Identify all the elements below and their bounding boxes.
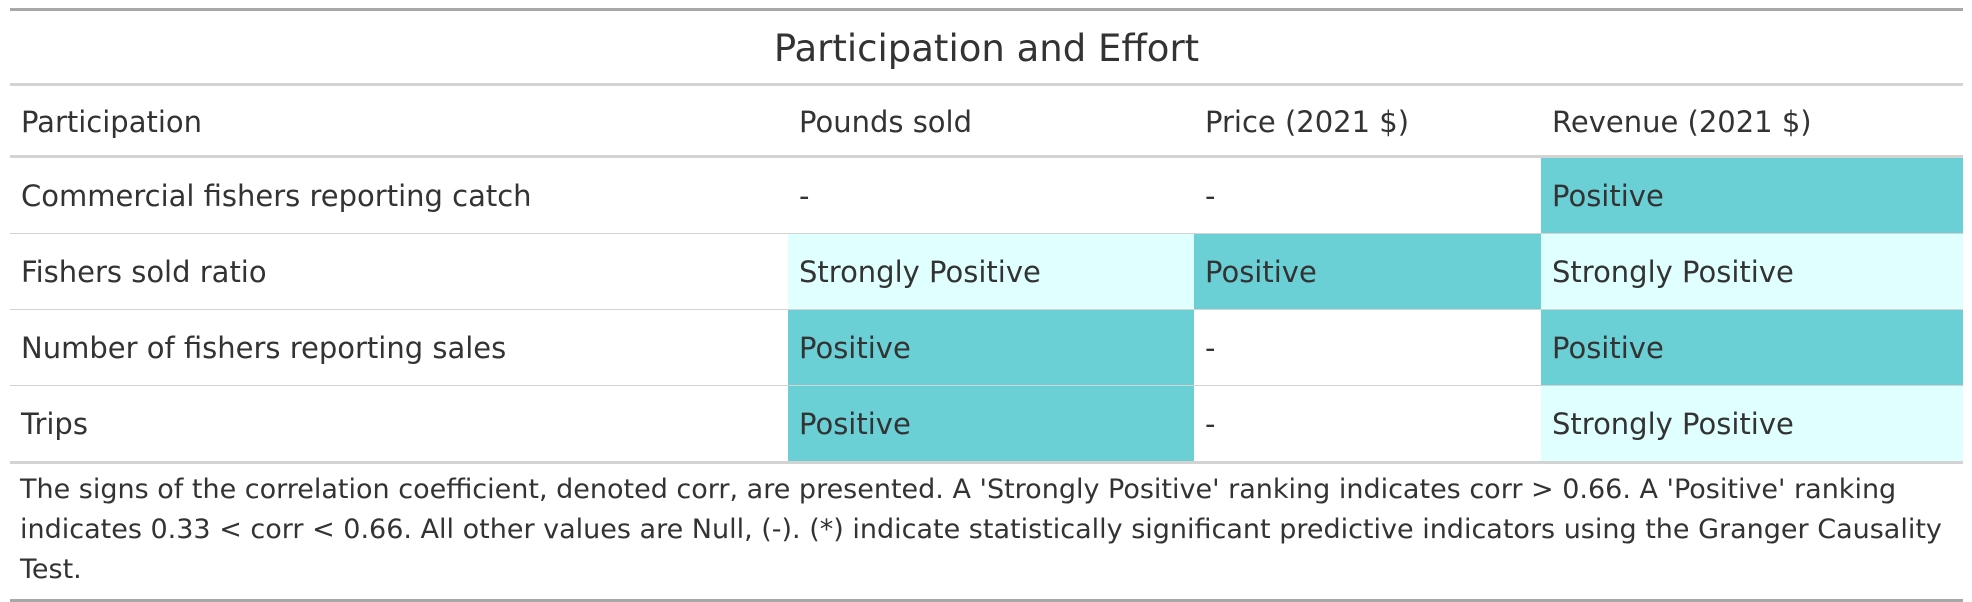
table-cell: Positive: [788, 309, 1194, 386]
table-row: Fishers sold ratio Strongly Positive Pos…: [10, 233, 1963, 310]
table-cell: -: [1194, 156, 1541, 234]
correlation-table: Participation Pounds sold Price (2021 $)…: [10, 86, 1963, 464]
table-row: Number of fishers reporting sales Positi…: [10, 309, 1963, 386]
table-cell: Positive: [788, 385, 1194, 464]
column-header-revenue: Revenue (2021 $): [1541, 86, 1963, 158]
row-label: Number of fishers reporting sales: [10, 309, 788, 386]
table-row: Commercial fishers reporting catch - - P…: [10, 156, 1963, 234]
participation-effort-table: Participation and Effort Participation P…: [10, 8, 1963, 602]
table-row: Trips Positive - Strongly Positive: [10, 385, 1963, 464]
column-header-participation: Participation: [10, 86, 788, 158]
table-cell: Strongly Positive: [788, 233, 1194, 310]
column-header-price: Price (2021 $): [1194, 86, 1541, 158]
table-cell: Positive: [1194, 233, 1541, 310]
table-cell: -: [1194, 309, 1541, 386]
header-row: Participation Pounds sold Price (2021 $)…: [10, 86, 1963, 158]
table-footnote: The signs of the correlation coefficient…: [20, 474, 1942, 585]
table-cell: Strongly Positive: [1541, 385, 1963, 464]
table-cell: Positive: [1541, 156, 1963, 234]
table-cell: -: [788, 156, 1194, 234]
table-cell: Strongly Positive: [1541, 233, 1963, 310]
row-label: Trips: [10, 385, 788, 464]
row-label: Commercial fishers reporting catch: [10, 156, 788, 234]
table-title: Participation and Effort: [10, 11, 1963, 86]
table-cell: -: [1194, 385, 1541, 464]
table-cell: Positive: [1541, 309, 1963, 386]
column-header-pounds-sold: Pounds sold: [788, 86, 1194, 158]
row-label: Fishers sold ratio: [10, 233, 788, 310]
